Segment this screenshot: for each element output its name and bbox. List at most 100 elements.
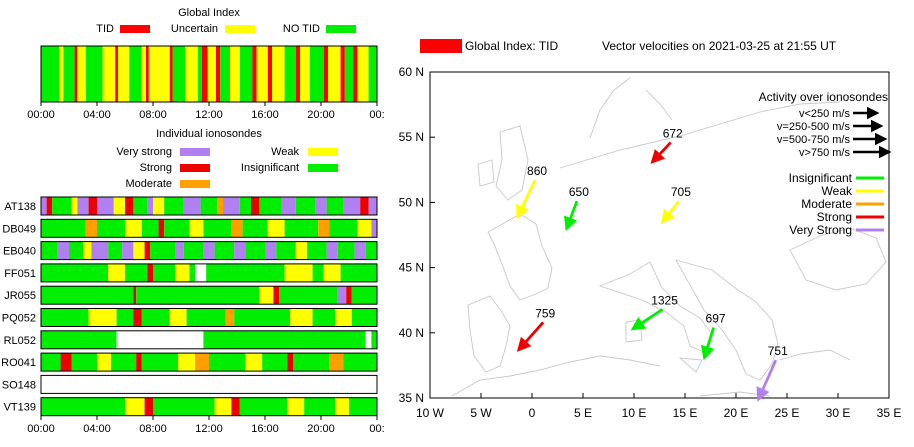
station-VT139-segment-2 xyxy=(144,397,153,416)
station-PQ052-segment-4 xyxy=(141,308,170,327)
global-segment-1 xyxy=(59,46,64,102)
global-time-tick-label-3: 12:00 xyxy=(195,109,223,121)
station-AT138-segment-10 xyxy=(147,197,153,215)
station-VT139-segment-8 xyxy=(304,397,335,416)
station-AT138-segment-19 xyxy=(259,197,282,215)
activity-label-insignificant: Insignificant xyxy=(789,171,853,185)
velocity-vector-759 xyxy=(516,321,545,352)
station-RL052-segment-2 xyxy=(203,330,366,349)
lon-tick-label-9: 35 E xyxy=(877,406,902,420)
station-RL052-segment-1 xyxy=(116,330,204,349)
station-DB049-segment-0 xyxy=(41,219,86,238)
station-EB040-segment-11 xyxy=(183,241,204,260)
station-EB040-segment-6 xyxy=(122,241,134,260)
station-EB040-segment-2 xyxy=(69,241,83,260)
legend-weak-swatch xyxy=(308,148,338,156)
lon-tick-label-4: 10 E xyxy=(622,406,647,420)
station-label-FF051: FF051 xyxy=(4,268,36,280)
station-AT138-segment-18 xyxy=(251,197,260,215)
station-JR055-segment-7 xyxy=(346,286,352,305)
station-AT138-segment-1 xyxy=(46,197,53,215)
velocity-label-705: 705 xyxy=(671,185,691,199)
station-EB040-segment-19 xyxy=(307,241,327,260)
speed-label-1: v<250 m/s xyxy=(799,108,851,120)
legend-notid-swatch xyxy=(326,25,356,33)
station-RO041-segment-10 xyxy=(245,353,263,372)
lon-tick-label-5: 15 E xyxy=(673,406,698,420)
velocity-label-650: 650 xyxy=(569,185,589,199)
global-time-axis: 00:00 04:00 08:00 12:00 16:00 20:00 00: xyxy=(27,102,385,121)
station-EB040-segment-8 xyxy=(144,241,151,260)
ionosonde-time-tick-label-2: 08:00 xyxy=(139,423,167,435)
velocity-vector-697 xyxy=(700,327,715,361)
station-VT139-segment-9 xyxy=(335,397,349,416)
global-segment-30 xyxy=(309,46,324,102)
station-label-JR055: JR055 xyxy=(4,290,36,302)
station-PQ052-segment-9 xyxy=(290,308,313,327)
station-VT139-segment-4 xyxy=(214,397,232,416)
global-segment-32 xyxy=(328,46,341,102)
activity-label-verystrong: Very Strong xyxy=(789,223,852,237)
lat-tick-label-3: 50 N xyxy=(399,195,424,209)
global-segment-25 xyxy=(267,46,272,102)
station-frame-VT139 xyxy=(40,397,378,417)
station-PQ052-segment-10 xyxy=(312,308,335,327)
station-AT138-segment-14 xyxy=(200,197,218,215)
lon-tick-label-3: 5 E xyxy=(574,406,592,420)
legend-insignificant-label: Insignificant xyxy=(241,162,299,174)
global-time-tick-label-1: 04:00 xyxy=(83,109,111,121)
individual-title: Individual ionosondes xyxy=(156,128,262,140)
station-JR055-segment-1 xyxy=(133,286,137,305)
station-AT138-segment-17 xyxy=(239,197,251,215)
global-segment-4 xyxy=(77,46,86,102)
station-DB049-segment-16 xyxy=(371,219,377,238)
station-PQ052-segment-0 xyxy=(41,308,89,327)
global-index-title: Global Index xyxy=(178,7,240,19)
global-segment-13 xyxy=(169,46,173,102)
station-EB040-segment-4 xyxy=(91,241,109,260)
station-frame-JR055 xyxy=(40,285,378,305)
station-DB049-segment-15 xyxy=(357,219,372,238)
station-FF051-segment-1 xyxy=(108,263,125,282)
station-PQ052-segment-5 xyxy=(169,308,187,327)
station-EB040-segment-21 xyxy=(337,241,355,260)
global-segment-2 xyxy=(63,46,75,102)
station-EB040-segment-13 xyxy=(214,241,235,260)
station-EB040-segment-17 xyxy=(276,241,296,260)
lon-tick-label-6: 20 E xyxy=(724,406,749,420)
activity-label-moderate: Moderate xyxy=(801,197,852,211)
ionosonde-time-tick-label-1: 04:00 xyxy=(83,423,111,435)
velocity-vector-650 xyxy=(564,200,579,232)
station-RO041-segment-9 xyxy=(209,353,246,372)
station-frame-AT138 xyxy=(40,196,378,216)
global-segment-3 xyxy=(74,46,78,102)
global-segment-11 xyxy=(146,46,149,102)
station-RO041-segment-3 xyxy=(97,353,111,372)
legend-weak-label: Weak xyxy=(271,146,299,158)
global-segment-27 xyxy=(284,46,296,102)
station-frame-SO148 xyxy=(40,374,378,394)
global-segment-34 xyxy=(344,46,354,102)
global-index-tid-label: Global Index: TID xyxy=(465,39,558,53)
coast-north xyxy=(559,77,841,169)
velocity-vector-751 xyxy=(756,359,778,402)
velocity-vector-705 xyxy=(660,200,680,225)
global-segment-12 xyxy=(148,46,170,102)
station-EB040-segment-5 xyxy=(108,241,123,260)
station-RL052-segment-0 xyxy=(41,330,117,349)
station-RO041-segment-8 xyxy=(195,353,209,372)
station-RL052-segment-3 xyxy=(365,330,372,349)
legend-tid-label: TID xyxy=(96,23,114,35)
station-RO041-segment-13 xyxy=(293,353,330,372)
station-FF051-segment-0 xyxy=(41,263,109,282)
station-AT138-segment-26 xyxy=(368,197,377,215)
station-EB040-segment-14 xyxy=(234,241,246,260)
station-JR055-segment-4 xyxy=(273,286,279,305)
station-PQ052-segment-1 xyxy=(88,308,117,327)
station-label-RO041: RO041 xyxy=(1,357,36,369)
station-AT138-segment-25 xyxy=(360,197,369,215)
global-segment-16 xyxy=(197,46,202,102)
lon-tick-label-2: 0 xyxy=(529,406,536,420)
legend-tid-swatch xyxy=(120,25,150,33)
global-segment-29 xyxy=(300,46,310,102)
